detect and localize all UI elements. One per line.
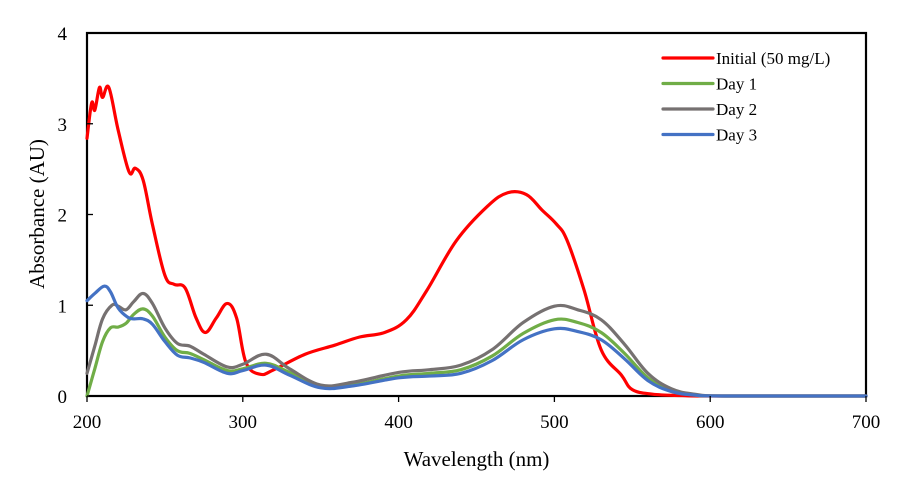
legend-label: Day 2	[716, 100, 757, 119]
y-axis-title: Absorbance (AU)	[25, 139, 49, 289]
y-tick-label: 1	[58, 296, 68, 317]
series-group	[85, 84, 868, 398]
legend-item-day-2: Day 2	[661, 100, 757, 119]
x-tick-label: 300	[229, 412, 258, 433]
legend-item-day-1: Day 1	[661, 75, 757, 94]
x-tick-label: 200	[73, 412, 102, 433]
y-axis-ticks: 0 1 2 3 4	[58, 24, 93, 408]
series-line-day-2	[85, 291, 868, 398]
x-axis-title: Wavelength (nm)	[404, 447, 550, 471]
legend-label: Initial (50 mg/L)	[716, 49, 830, 68]
y-tick-label: 0	[58, 387, 68, 408]
x-tick-label: 600	[696, 412, 725, 433]
x-tick-label: 700	[852, 412, 881, 433]
y-tick-label: 3	[58, 115, 68, 136]
y-tick-label: 4	[58, 24, 68, 45]
legend-label: Day 3	[716, 126, 757, 145]
legend: Initial (50 mg/L) Day 1 Day 2 Day 3	[661, 49, 830, 145]
y-tick-label: 2	[58, 206, 68, 227]
x-axis-ticks: 200 300 400 500 600 700	[73, 396, 881, 433]
series-line-day-3	[85, 284, 868, 398]
legend-item-initial-50-mg-l: Initial (50 mg/L)	[661, 49, 830, 68]
series-line-day-1	[85, 307, 868, 398]
plot-frame	[85, 31, 868, 398]
x-tick-label: 500	[540, 412, 569, 433]
x-tick-label: 400	[384, 412, 413, 433]
legend-item-day-3: Day 3	[661, 126, 757, 145]
legend-label: Day 1	[716, 75, 757, 94]
plot-area	[85, 31, 868, 398]
